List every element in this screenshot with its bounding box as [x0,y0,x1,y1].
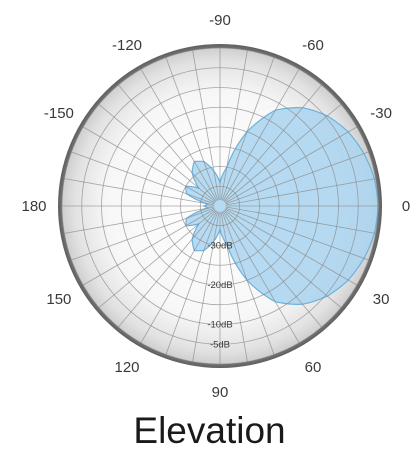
grid-spoke [165,57,219,201]
grid-spoke [223,84,322,202]
angle-label: 150 [46,291,71,308]
angle-label: -60 [302,37,324,54]
radial-labels: -30dB -20dB -10dB -5dB [207,241,232,351]
grid-spoke [224,208,358,286]
grid-spoke [222,210,300,344]
grid-spoke [221,57,275,201]
grid-spoke [165,211,219,355]
grid-spoke [192,50,220,201]
grid-spoke [140,68,218,202]
grid-spoke [118,84,217,202]
grid-spoke [192,211,220,362]
grid-spoke [118,210,217,328]
grid-spoke [64,206,215,234]
grid-spoke [140,210,218,344]
angle-label: -90 [209,12,231,29]
angle-label: -120 [112,37,142,54]
angle-label: 90 [212,384,229,401]
grid-spoke [98,104,216,203]
grid-spoke [225,151,369,205]
angle-label: 60 [305,359,322,376]
grid-spoke [71,207,215,261]
grid-spoke [225,178,376,206]
angle-labels: 0 -30 -60 -90 -120 -150 180 150 120 90 60 30 [21,12,410,401]
angle-label: 30 [373,291,390,308]
grid-spoke [220,211,248,362]
grid-spoke [225,207,369,261]
angle-label: 180 [21,198,46,215]
grid-spoke [221,211,275,355]
grid-spoke [223,210,322,328]
grid-spoke [71,151,215,205]
grid-spoke [82,208,216,286]
radial-label: -20dB [207,280,232,291]
angle-label: -150 [44,105,74,122]
polar-grid [61,47,379,365]
grid-spoke [224,104,342,203]
angle-label: 0 [402,198,410,215]
radial-label: -10dB [207,320,232,331]
chart-title: Elevation [133,410,286,451]
grid-spoke [225,206,376,234]
radial-label: -5dB [210,339,230,350]
grid-spoke [64,178,215,206]
angle-label: 120 [114,359,139,376]
grid-spoke [224,126,358,204]
angle-label: -30 [370,105,392,122]
grid-spoke [98,209,216,308]
grid-spoke [222,68,300,202]
grid-spoke [82,126,216,204]
grid-spoke [224,209,342,308]
radial-label: -30dB [207,241,232,252]
grid-spoke [220,50,248,201]
